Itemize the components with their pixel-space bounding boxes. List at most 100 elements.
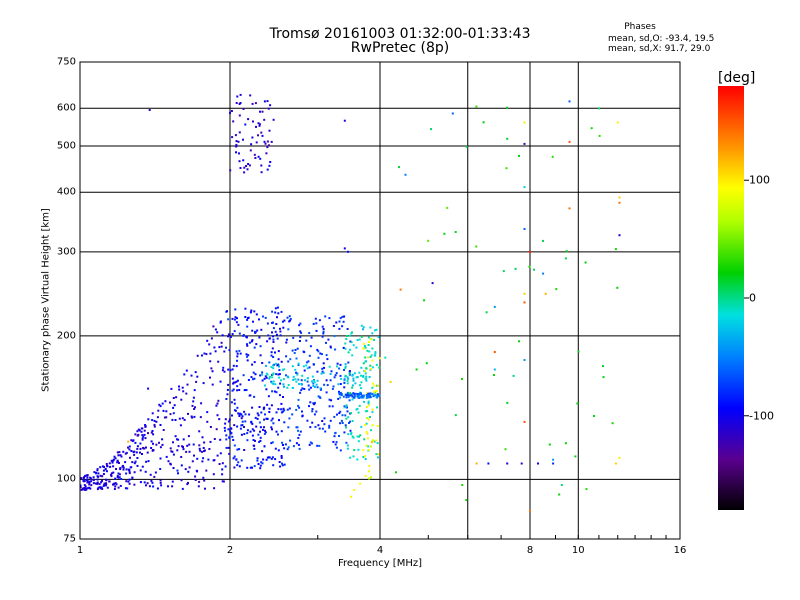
data-point [180, 479, 183, 482]
data-point [348, 334, 351, 337]
data-point [194, 479, 197, 481]
data-point [221, 334, 224, 337]
data-point [139, 469, 142, 472]
data-point [267, 395, 270, 398]
data-point [271, 428, 273, 431]
data-point [195, 380, 198, 383]
data-point [336, 413, 338, 416]
data-point [211, 370, 214, 373]
data-point [261, 371, 264, 374]
data-point [344, 414, 347, 417]
data-point [321, 325, 324, 328]
data-point [551, 155, 554, 158]
data-point [314, 401, 316, 404]
data-point [284, 443, 287, 446]
data-point [87, 487, 90, 490]
data-point [116, 474, 119, 477]
data-point [377, 453, 380, 456]
data-point [229, 369, 232, 372]
data-point [128, 478, 131, 481]
data-point [297, 437, 300, 439]
data-point [255, 343, 258, 346]
data-point [574, 455, 577, 458]
data-point [119, 484, 122, 487]
data-point [506, 462, 509, 465]
data-point [133, 462, 136, 465]
data-point [328, 424, 331, 427]
data-point [232, 381, 235, 384]
data-point [349, 420, 351, 423]
data-point [203, 450, 205, 453]
data-point [275, 333, 278, 336]
data-point [325, 341, 327, 344]
data-point [330, 370, 333, 373]
data-point [83, 476, 85, 479]
data-point [529, 250, 531, 253]
data-point [352, 436, 355, 439]
data-point [364, 455, 366, 458]
data-point [295, 380, 298, 383]
data-point [201, 460, 204, 463]
data-point [234, 409, 237, 412]
data-point [336, 362, 339, 365]
data-point [136, 457, 139, 459]
data-point [584, 261, 587, 264]
data-point [235, 102, 238, 104]
data-point [177, 438, 180, 441]
data-point [287, 446, 290, 449]
data-point [291, 413, 294, 416]
data-point [246, 439, 249, 442]
data-point [254, 373, 257, 376]
data-point [119, 468, 122, 471]
data-point [259, 430, 261, 433]
data-point [135, 451, 138, 454]
data-point [238, 103, 241, 105]
data-point [316, 386, 319, 389]
data-point [239, 383, 242, 386]
data-point [223, 350, 226, 353]
data-point [238, 415, 241, 417]
data-point [225, 346, 227, 349]
data-point [308, 332, 311, 334]
data-point [240, 417, 243, 420]
data-point [321, 335, 324, 338]
data-point [343, 386, 346, 389]
data-point [427, 239, 430, 242]
data-point [345, 338, 348, 340]
data-point [89, 487, 92, 490]
data-point [311, 375, 314, 378]
data-point [286, 408, 289, 411]
data-point [110, 472, 113, 475]
data-point [260, 171, 263, 174]
data-point [262, 407, 265, 410]
data-point [198, 430, 201, 433]
data-point [196, 354, 199, 357]
data-point [83, 484, 86, 487]
data-point [266, 340, 269, 343]
data-point [213, 487, 216, 490]
data-point [362, 328, 364, 331]
data-point [159, 468, 162, 470]
data-point [272, 327, 275, 330]
data-point [283, 368, 286, 371]
data-point [260, 164, 263, 167]
data-point [282, 378, 285, 381]
data-point [340, 377, 342, 380]
data-point [224, 418, 227, 421]
data-point [83, 479, 86, 482]
data-point [338, 367, 341, 370]
data-point [277, 350, 280, 353]
data-point [297, 404, 300, 407]
data-point [270, 354, 273, 357]
data-point [261, 110, 264, 113]
data-point [347, 416, 350, 419]
data-point [316, 348, 319, 351]
data-point [159, 446, 162, 449]
data-point [258, 441, 261, 443]
data-point [224, 422, 227, 425]
data-point [352, 379, 355, 382]
data-point [227, 318, 230, 321]
data-point [319, 388, 322, 391]
data-point [199, 449, 202, 452]
data-point [364, 458, 367, 461]
